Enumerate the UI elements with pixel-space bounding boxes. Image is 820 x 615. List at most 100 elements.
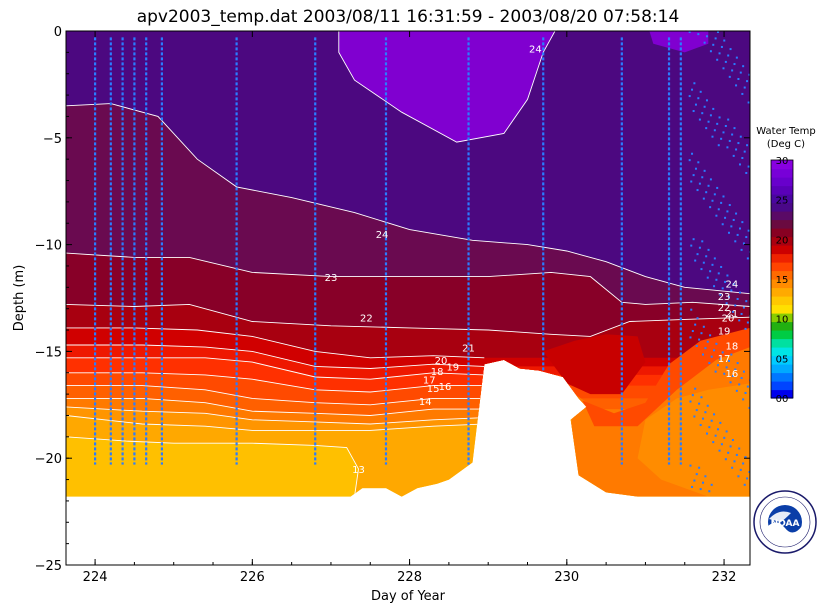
- scatter-point: [732, 283, 735, 286]
- isotherm-19: [66, 357, 485, 380]
- scatter-point: [701, 112, 704, 115]
- scatter-point: [689, 400, 692, 403]
- scatter-point: [705, 99, 708, 102]
- scatter-point: [707, 120, 710, 123]
- plot-area: 2424232221201918171615141324232221201918…: [35, 25, 751, 585]
- scatter-point: [698, 182, 701, 185]
- x-tick-label: 232: [712, 570, 737, 585]
- x-tick-label: 230: [554, 570, 579, 585]
- colorbar-segment: [771, 168, 793, 178]
- contour-label: 21: [726, 309, 739, 320]
- scatter-point: [744, 391, 747, 394]
- scatter-point: [688, 31, 691, 33]
- y-tick-label: 0: [54, 25, 62, 40]
- scatter-point: [731, 69, 734, 72]
- scatter-point: [735, 389, 738, 392]
- scatter-point: [720, 265, 723, 268]
- scatter-point: [730, 289, 733, 292]
- scatter-point: [717, 144, 720, 147]
- scatter-point: [717, 272, 720, 275]
- scatter-point: [742, 398, 745, 401]
- colorbar-segment: [771, 321, 793, 331]
- scatter-point: [743, 483, 746, 486]
- x-tick-label: 224: [83, 570, 108, 585]
- colorbar-segment: [771, 202, 793, 212]
- contour-label: 17: [423, 375, 436, 386]
- scatter-point: [746, 385, 749, 388]
- scatter-point: [719, 357, 722, 360]
- scatter-point: [748, 471, 750, 474]
- scatter-point: [746, 257, 749, 260]
- scatter-point: [693, 82, 696, 85]
- scatter-point: [712, 43, 715, 46]
- colorbar-segment: [771, 245, 793, 255]
- scatter-point: [712, 441, 715, 444]
- scatter-point: [713, 285, 716, 288]
- colorbar-segment: [771, 389, 793, 399]
- scatter-point: [732, 218, 735, 221]
- isotherm-15: [66, 406, 485, 425]
- scatter-point: [744, 327, 747, 330]
- scatter-point: [737, 475, 740, 478]
- scatter-point: [746, 321, 749, 324]
- scatter-point: [692, 238, 695, 241]
- colorbar-tick-label: 25: [776, 196, 789, 207]
- plot-frame: [65, 30, 751, 566]
- y-tick-label: −5: [43, 132, 62, 147]
- isotherm-18: [66, 372, 485, 393]
- scatter-point: [738, 227, 741, 230]
- isotherm-22: [66, 303, 750, 337]
- scatter-point: [703, 105, 706, 108]
- scatter-point: [707, 248, 710, 251]
- scatter-point: [702, 417, 705, 420]
- scatter-point: [745, 236, 748, 239]
- colorbar-segment: [771, 304, 793, 314]
- scatter-point: [699, 424, 702, 427]
- scatter-point: [742, 306, 745, 309]
- scatter-point: [694, 259, 697, 262]
- scatter-point: [731, 466, 734, 469]
- scatter-point: [738, 163, 741, 166]
- colorbar-title-line-1: Water Temp: [756, 126, 815, 137]
- scatter-point: [705, 255, 708, 258]
- scatter-point: [716, 58, 719, 61]
- x-tick-label: 226: [240, 570, 265, 585]
- scatter-point: [728, 75, 731, 78]
- scatter-point: [733, 63, 736, 66]
- y-axis-label: Depth (m): [12, 265, 27, 332]
- scatter-point: [697, 161, 700, 164]
- x-tick-label: 228: [397, 570, 422, 585]
- scatter-point: [712, 107, 715, 110]
- scatter-point: [704, 347, 707, 350]
- scatter-point: [744, 456, 747, 459]
- scatter-point: [708, 426, 711, 429]
- contour-label: 21: [462, 343, 475, 354]
- scatter-point: [699, 488, 702, 491]
- colorbar-tick-label: 30: [776, 156, 789, 167]
- isotherm-17: [66, 385, 485, 406]
- scatter-point: [702, 353, 705, 356]
- scatter-point: [731, 310, 734, 313]
- colorbar-segment: [771, 347, 793, 357]
- temperature-field: [66, 31, 750, 497]
- noaa-logo: NOAA: [753, 490, 817, 554]
- scatter-point: [704, 411, 707, 414]
- contour-label: 24: [726, 279, 739, 290]
- colorbar-segment: [771, 253, 793, 263]
- scatter-point: [716, 364, 719, 367]
- scatter-point: [743, 150, 746, 153]
- y-tick-label: −25: [35, 559, 62, 574]
- contour-label: 13: [352, 465, 365, 476]
- scatter-point: [736, 233, 739, 236]
- scatter-point: [737, 77, 740, 80]
- scatter-point: [723, 436, 726, 439]
- colorbar-segment: [771, 160, 793, 170]
- scatter-point: [716, 186, 719, 189]
- scatter-point: [694, 387, 697, 390]
- contour-label: 16: [726, 369, 739, 380]
- scatter-point: [735, 56, 738, 59]
- colorbar-tick-label: 10: [776, 315, 789, 326]
- scatter-point: [708, 490, 711, 493]
- scatter-point: [702, 325, 705, 328]
- scatter-point: [707, 184, 710, 187]
